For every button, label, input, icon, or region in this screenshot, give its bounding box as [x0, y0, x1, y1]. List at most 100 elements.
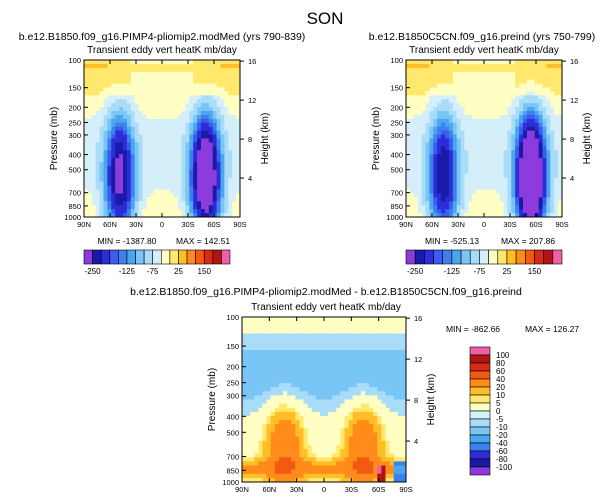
field-cell: [165, 95, 171, 100]
field-cell: [369, 362, 374, 367]
field-cell: [193, 75, 198, 81]
field-cell: [315, 436, 321, 442]
field-cell: [126, 111, 132, 116]
field-cell: [397, 420, 403, 425]
field-cell: [476, 205, 481, 210]
field-cell: [319, 317, 325, 322]
field-cell: [401, 374, 407, 380]
field-cell: [126, 177, 132, 183]
field-cell: [389, 370, 395, 376]
field-cell: [336, 399, 341, 405]
field-cell: [409, 173, 415, 179]
field-cell: [429, 75, 434, 81]
field-cell: [365, 399, 370, 405]
field-cell: [189, 71, 194, 77]
field-cell: [397, 416, 403, 421]
field-cell: [385, 407, 390, 413]
field-cell: [254, 461, 259, 466]
field-cell: [126, 165, 132, 171]
field-cell: [236, 134, 241, 139]
field-cell: [503, 107, 508, 112]
field-cell: [534, 177, 539, 183]
field-cell: [377, 440, 382, 446]
field-cell: [216, 177, 221, 183]
field-cell: [360, 449, 366, 454]
field-cell: [417, 181, 422, 187]
field-cell: [397, 399, 403, 405]
field-cell: [303, 387, 308, 392]
field-cell: [91, 114, 97, 120]
y-tick-label: 1000: [64, 213, 81, 222]
field-cell: [360, 391, 366, 396]
field-cell: [274, 350, 280, 355]
field-cell: [228, 150, 233, 155]
field-cell: [491, 162, 497, 167]
field-cell: [534, 122, 539, 128]
field-cell: [146, 193, 151, 198]
field-cell: [262, 407, 267, 413]
field-cell: [476, 99, 481, 104]
field-cell: [95, 209, 100, 214]
field-cell: [193, 95, 198, 100]
field-cell: [204, 126, 210, 132]
field-cell: [173, 213, 178, 218]
field-cell: [460, 60, 465, 65]
field-cell: [319, 383, 325, 388]
field-cell: [538, 173, 543, 179]
field-cell: [344, 469, 349, 475]
field-cell: [429, 118, 434, 124]
field-cell: [123, 185, 128, 190]
field-cell: [365, 428, 370, 433]
field-cell: [185, 154, 190, 159]
field-cell: [270, 399, 276, 405]
field-cell: [177, 146, 182, 151]
field-cell: [123, 165, 128, 171]
field-cell: [484, 150, 489, 155]
field-cell: [538, 181, 543, 187]
field-cell: [452, 75, 458, 81]
field-cell: [204, 60, 210, 65]
field-cell: [425, 126, 430, 132]
field-cell: [425, 122, 430, 128]
field-cell: [134, 63, 139, 69]
field-cell: [389, 378, 395, 384]
field-cell: [460, 134, 465, 139]
field-cell: [303, 420, 308, 425]
field-cell: [464, 60, 469, 65]
field-cell: [95, 118, 100, 124]
field-cell: [417, 201, 422, 206]
field-cell: [433, 63, 438, 69]
field-cell: [158, 95, 163, 100]
field-cell: [158, 130, 163, 135]
field-cell: [409, 126, 415, 132]
field-cell: [356, 432, 362, 438]
field-cell: [266, 411, 272, 417]
field-cell: [437, 114, 442, 120]
field-cell: [417, 134, 422, 139]
field-cell: [242, 457, 247, 462]
field-cell: [173, 177, 178, 183]
field-cell: [274, 473, 280, 479]
field-cell: [208, 173, 214, 179]
field-cell: [503, 173, 508, 179]
field-cell: [425, 197, 430, 202]
field-cell: [468, 165, 473, 171]
field-cell: [409, 134, 415, 139]
field-cell: [307, 440, 313, 446]
field-cell: [464, 150, 469, 155]
field-cell: [115, 71, 120, 77]
field-cell: [216, 138, 221, 143]
field-cell: [154, 197, 159, 202]
field-cell: [511, 63, 516, 69]
field-cell: [107, 185, 112, 190]
field-cell: [464, 134, 469, 139]
field-cell: [295, 366, 300, 372]
field-cell: [523, 114, 528, 120]
field-cell: [487, 181, 493, 187]
field-cell: [468, 177, 473, 183]
field-cell: [278, 391, 284, 396]
field-cell: [433, 60, 438, 65]
field-cell: [146, 63, 151, 69]
field-cell: [169, 75, 175, 81]
field-cell: [197, 122, 202, 128]
